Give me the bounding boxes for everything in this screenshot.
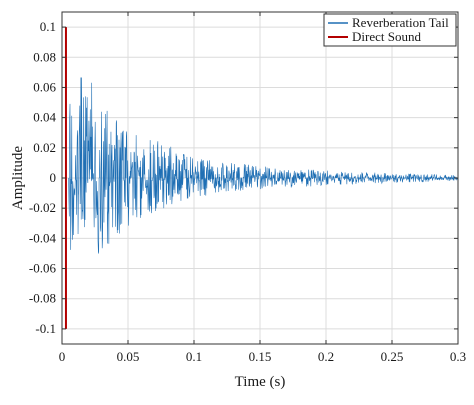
y-tick-label: -0.02 (29, 200, 56, 215)
x-tick-label: 0.25 (381, 349, 404, 364)
series-line-reverberation-tail (68, 77, 458, 254)
y-tick-label: 0 (50, 170, 57, 185)
x-tick-label: 0.15 (249, 349, 272, 364)
x-tick-label: 0.1 (186, 349, 202, 364)
y-tick-label: -0.08 (29, 291, 56, 306)
x-tick-label: 0.05 (117, 349, 140, 364)
legend-box (323, 13, 457, 47)
x-axis-label: Time (s) (235, 374, 286, 390)
grid (61, 12, 459, 344)
y-tick-label: -0.1 (35, 321, 56, 336)
y-tick-label: -0.04 (29, 230, 57, 245)
y-tick-label: -0.06 (29, 261, 57, 276)
legend-label-direct-sound: Direct Sound (352, 29, 421, 44)
legend: Reverberation Tail Direct Sound (323, 13, 457, 47)
legend-label-reverberation-tail: Reverberation Tail (352, 15, 449, 30)
x-tick-label: 0.2 (318, 349, 334, 364)
y-tick-label: 0.08 (33, 49, 56, 64)
y-tick-label: 0.06 (33, 79, 56, 94)
y-axis-label: Amplitude (10, 146, 26, 211)
y-tick-label: 0.1 (40, 19, 56, 34)
x-tick-label: 0 (59, 349, 66, 364)
x-tick-label: 0.3 (450, 349, 466, 364)
y-tick-label: 0.04 (33, 110, 56, 125)
y-tick-label: 0.02 (33, 140, 56, 155)
axis-ticks: 0 0.05 0.1 0.15 0.2 0.25 0.3 -0.1 -0.08 -0.06 -0.0… (29, 12, 466, 364)
